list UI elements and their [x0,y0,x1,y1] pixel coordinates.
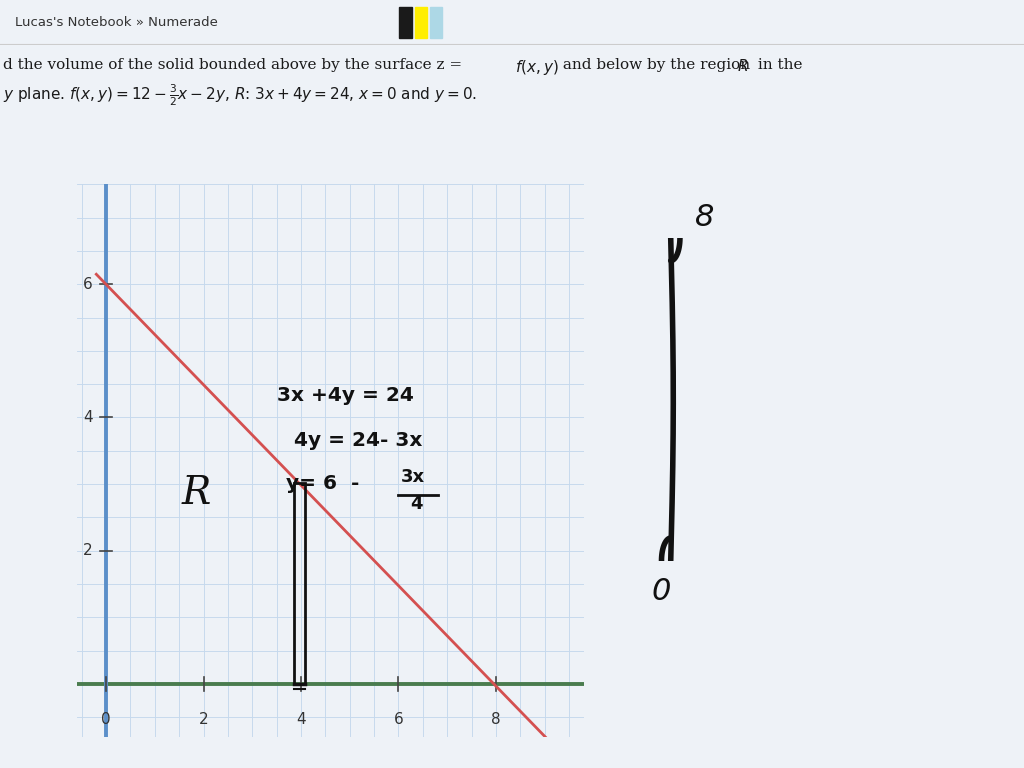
Text: 8: 8 [492,712,501,727]
Text: 3x: 3x [401,468,425,486]
Text: 4y = 24- 3x: 4y = 24- 3x [294,431,422,450]
Bar [415,7,427,38]
Text: in the: in the [753,58,802,71]
Text: $y$ plane. $f(x, y) = 12 - \frac{3}{2}x - 2y$, $R$: $3x + 4y = 24$, $x = 0$ and : $y$ plane. $f(x, y) = 12 - \frac{3}{2}x … [3,82,477,108]
Text: 8: 8 [695,203,715,232]
Text: 6: 6 [393,712,403,727]
Bar [430,7,442,38]
Bar [399,7,412,38]
Text: 0: 0 [101,712,111,727]
Text: 4: 4 [411,495,423,513]
Text: and below by the region: and below by the region [558,58,755,71]
Text: 6: 6 [83,276,92,292]
Text: 4: 4 [296,712,306,727]
Text: 2: 2 [83,543,92,558]
Text: d the volume of the solid bounded above by the surface z =: d the volume of the solid bounded above … [3,58,467,71]
Text: y= 6  -: y= 6 - [287,475,359,494]
Text: 2: 2 [199,712,208,727]
Text: R: R [181,475,211,512]
Text: 3x +4y = 24: 3x +4y = 24 [276,386,414,405]
Text: 0: 0 [651,577,671,606]
Text: $R$: $R$ [737,58,749,74]
Text: 4: 4 [83,410,92,425]
Text: $f(x, y)$: $f(x, y)$ [515,58,559,77]
Bar [294,483,305,684]
Text: Lucas's Notebook » Numerade: Lucas's Notebook » Numerade [15,16,218,28]
